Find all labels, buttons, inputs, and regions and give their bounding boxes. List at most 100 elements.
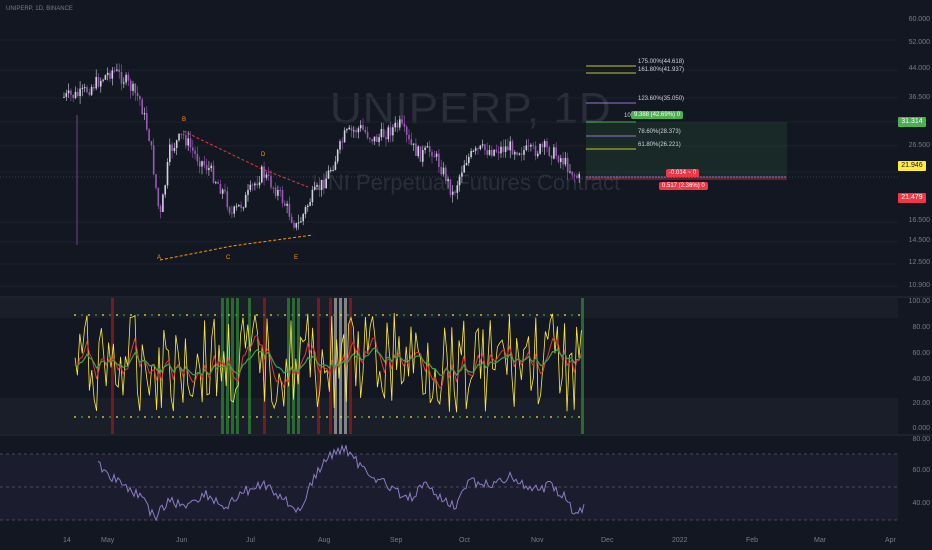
osc-upper-dot [130, 314, 132, 316]
candle-body [198, 161, 201, 167]
candle-body [270, 175, 272, 188]
candle-body [394, 122, 396, 128]
osc-upper-dot [137, 314, 139, 316]
osc-lower-dot [529, 416, 531, 418]
candle-body [419, 146, 422, 162]
osc-upper-dot [438, 314, 440, 316]
time-tick: 14 [63, 537, 71, 544]
oscillator-pane[interactable] [0, 298, 898, 434]
pattern-support-line [159, 234, 314, 261]
candle-body [348, 127, 350, 130]
candle-body [523, 150, 525, 155]
osc-upper-dot [529, 314, 531, 316]
osc-signal-band [297, 298, 300, 434]
fib-label-786: 78.60%(28.373) [638, 129, 681, 135]
candle-body [546, 141, 548, 148]
candle-body [387, 127, 390, 140]
oscillator-chart[interactable] [0, 298, 898, 434]
candle-body [178, 133, 180, 141]
candle-body [571, 171, 574, 176]
candle-body [514, 152, 516, 155]
osc-lower-dot [207, 416, 209, 418]
price-pane[interactable]: UNIPERP, 1D UNI Perpetual Futures Contra… [0, 0, 898, 296]
loss-box[interactable]: 0.517 (2.36%) 0 [659, 182, 708, 190]
osc-upper-dot [256, 314, 258, 316]
candle-body [212, 165, 215, 183]
osc-upper-dot [550, 314, 552, 316]
pl-box[interactable]: -0.014 ~ 0 [666, 169, 700, 177]
osc-upper-dot [403, 314, 405, 316]
candle-body [302, 214, 304, 222]
osc-lower-dot [179, 416, 181, 418]
candle-body [507, 146, 509, 151]
osc-lower-dot [501, 416, 503, 418]
osc-upper-dot [200, 314, 202, 316]
candle-body [435, 153, 438, 157]
price-tick: 36.500 [908, 94, 930, 101]
candle-body [396, 122, 399, 128]
candle-body [530, 144, 532, 147]
pane-separator[interactable] [0, 296, 932, 298]
candle-body [509, 141, 511, 151]
rsi-pane[interactable] [0, 436, 898, 532]
osc-overbought-band [0, 298, 898, 318]
candle-body [362, 125, 364, 130]
osc-signal-band [349, 298, 352, 434]
time-tick: Feb [746, 537, 759, 544]
candle-body [366, 132, 369, 139]
pane-separator[interactable] [0, 434, 932, 436]
osc-upper-dot [158, 314, 160, 316]
osc-upper-dot [186, 314, 188, 316]
candle-body [123, 82, 125, 84]
osc-upper-dot [452, 314, 454, 316]
candle-body [417, 146, 419, 157]
candle-body [238, 204, 240, 207]
price-tick: 26.500 [908, 142, 930, 149]
osc-upper-dot [424, 314, 426, 316]
candle-body [102, 79, 104, 81]
symbol-label[interactable]: UNIPERP, 1D, BINANCE [6, 6, 73, 12]
candle-body [221, 189, 224, 194]
candle-body [376, 136, 378, 142]
osc-lower-dot [536, 416, 538, 418]
osc-scale[interactable]: 100.00 80.00 60.00 40.00 20.00 0.000 [898, 298, 932, 434]
price-chart[interactable] [0, 0, 898, 296]
candle-body [194, 150, 196, 154]
profit-box[interactable]: 9.388 (42.69%) 0 [631, 111, 684, 119]
candle-body [129, 80, 132, 91]
osc-upper-dot [242, 314, 244, 316]
time-axis[interactable]: 14 May Jun Jul Aug Sep Oct Nov Dec 2022 … [0, 532, 898, 550]
osc-lower-dot [438, 416, 440, 418]
osc-upper-dot [291, 314, 293, 316]
osc-lower-dot [249, 416, 251, 418]
price-scale[interactable]: 60.000 52.000 44.000 36.500 26.500 16.50… [898, 0, 932, 296]
osc-upper-dot [368, 314, 370, 316]
candle-body [148, 129, 150, 142]
wave-label-a: A [157, 255, 162, 261]
candle-body [339, 141, 341, 150]
candle-body [244, 194, 247, 208]
osc-tick: 80.00 [912, 324, 930, 331]
candle-body [401, 119, 403, 124]
candle-body [532, 144, 534, 146]
osc-upper-dot [123, 314, 125, 316]
candle-body [573, 175, 576, 177]
rsi-chart[interactable] [0, 436, 898, 532]
candle-body [548, 147, 551, 156]
candle-body [557, 155, 560, 162]
candle-body [539, 144, 541, 154]
candle-body [162, 194, 164, 213]
candle-body [564, 157, 567, 165]
candle-body [90, 86, 93, 95]
candle-body [309, 202, 311, 206]
loss-zone [586, 177, 787, 180]
osc-upper-dot [116, 314, 118, 316]
osc-upper-dot [249, 314, 251, 316]
candle-body [192, 147, 194, 151]
osc-lower-dot [543, 416, 545, 418]
rsi-scale[interactable]: 80.00 60.00 40.00 [898, 436, 932, 532]
osc-lower-dot [270, 416, 272, 418]
candle-body [134, 83, 137, 93]
candle-body [72, 94, 74, 99]
